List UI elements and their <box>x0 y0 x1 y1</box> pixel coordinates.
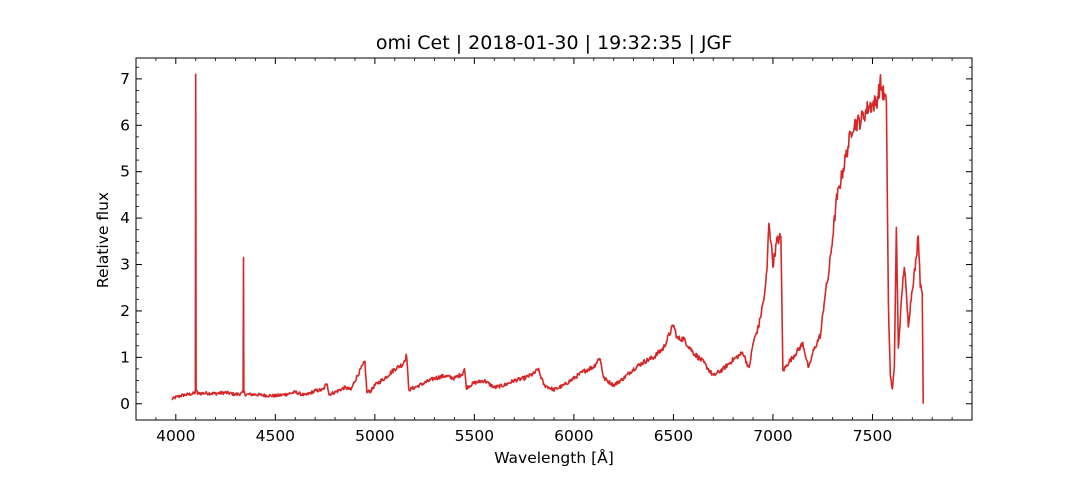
x-tick-label: 4500 <box>256 427 295 445</box>
y-tick-label: 2 <box>120 302 130 320</box>
series-layer <box>171 73 925 404</box>
y-tick-label: 1 <box>120 348 130 366</box>
y-tick-label: 7 <box>120 70 130 88</box>
y-tick-label: 6 <box>120 116 130 134</box>
x-tick-label: 5500 <box>455 427 494 445</box>
spectrum-series-line <box>171 73 925 404</box>
x-tick-label: 7000 <box>753 427 792 445</box>
y-tick-label: 4 <box>120 209 130 227</box>
y-tick-label: 0 <box>120 395 130 413</box>
chart-title: omi Cet | 2018-01-30 | 19:32:35 | JGF <box>376 32 732 54</box>
x-tick-label: 7500 <box>853 427 892 445</box>
y-axis-label: Relative flux <box>94 192 112 288</box>
y-tick-label: 5 <box>120 163 130 181</box>
x-axis-label: Wavelength [Å] <box>494 448 614 467</box>
x-tick-label: 4000 <box>156 427 195 445</box>
y-tick-label: 3 <box>120 256 130 274</box>
x-tick-label: 6000 <box>554 427 593 445</box>
plot-frame <box>135 57 973 421</box>
x-tick-label: 5000 <box>355 427 394 445</box>
x-axis-ticks: 4000 4500 5000 5500 6000 6500 7000 7500 <box>135 58 953 445</box>
x-tick-label: 6500 <box>654 427 693 445</box>
